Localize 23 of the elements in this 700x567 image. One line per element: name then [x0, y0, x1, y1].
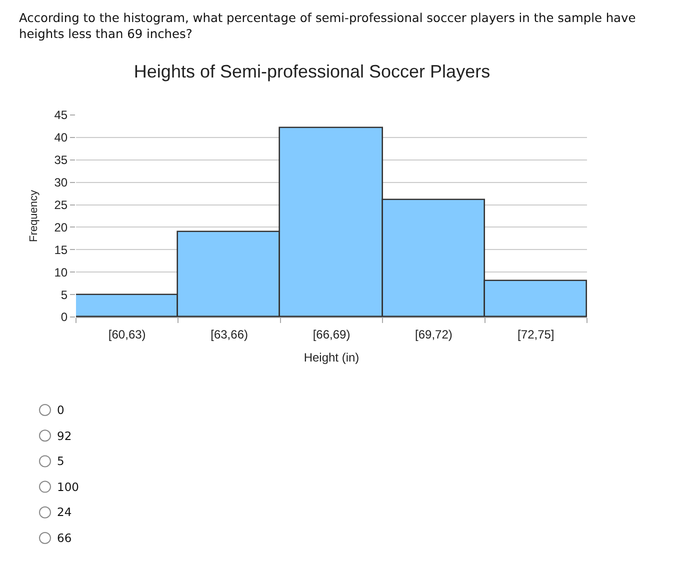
- x-tick-label: [66,69): [312, 327, 350, 342]
- y-tick-label: 10: [54, 265, 68, 280]
- y-tick-label: 5: [60, 288, 68, 302]
- x-tick-label: [69,72): [415, 327, 452, 342]
- x-axis-title: Height (in): [304, 350, 360, 364]
- x-tick-label: [60,63): [108, 327, 146, 342]
- y-tick-label: 30: [54, 176, 68, 190]
- y-tick-label: 45: [54, 108, 68, 122]
- y-tick-label: 25: [54, 198, 68, 212]
- y-tick-label: 20: [54, 220, 68, 234]
- chart-title: Heights of Semi-professional Soccer Players: [134, 61, 490, 82]
- y-tick-label: 0: [60, 310, 68, 324]
- y-tick-label: 35: [54, 153, 68, 168]
- text: 92: [57, 429, 72, 443]
- y-tick-label: 15: [54, 242, 68, 257]
- y-tick-label: 40: [54, 130, 68, 145]
- y-axis-title: Frequency: [28, 190, 40, 242]
- text: 100: [57, 480, 79, 494]
- x-tick-label: [72,75]: [518, 327, 554, 342]
- text: 66: [57, 531, 72, 545]
- text: According to the histogram, what percentage of semi-professional soccer players in the sample have heights less than 69 inches?: [19, 11, 636, 41]
- x-tick-label: [63,66): [210, 327, 248, 342]
- text: 24: [57, 505, 72, 519]
